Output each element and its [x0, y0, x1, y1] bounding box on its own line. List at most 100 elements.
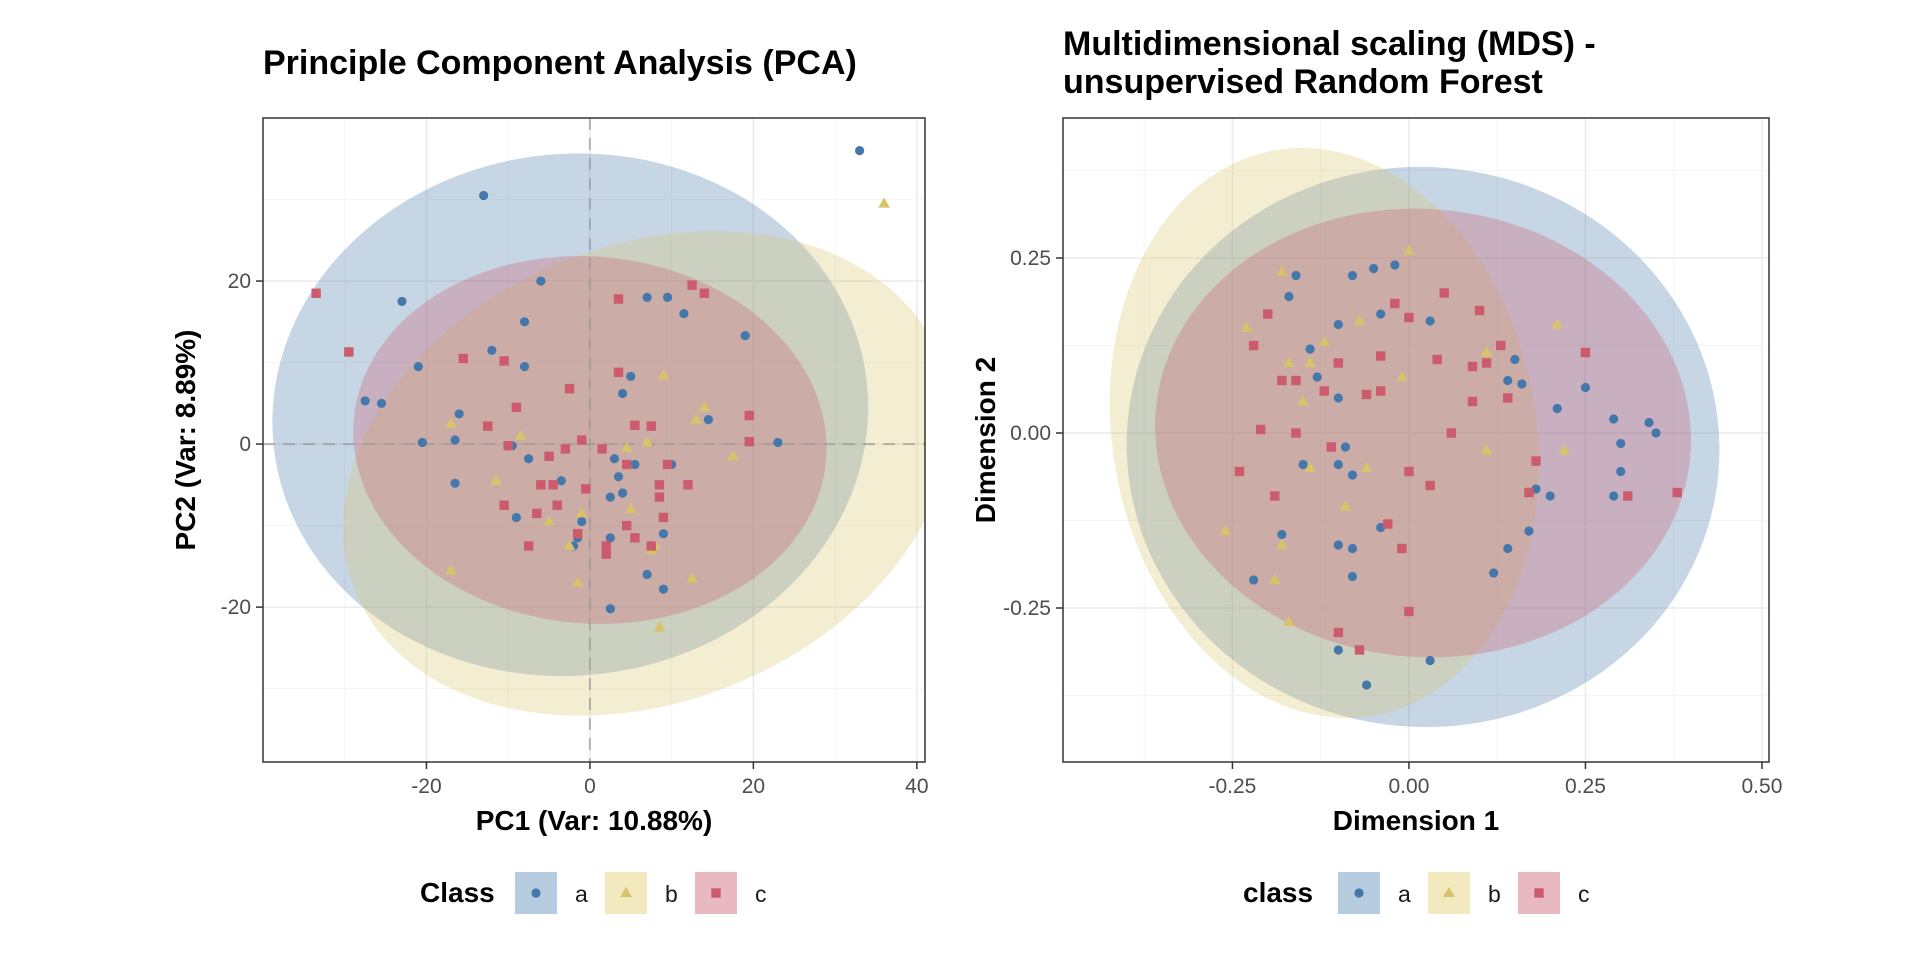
point-c	[601, 541, 611, 551]
point-a	[1347, 270, 1358, 281]
point-a	[618, 388, 628, 399]
panel-1: -20 0 20 40 -20 0 20 PC1 (Var: 10.88%) PC2 (Var:…	[170, 44, 929, 914]
point-b	[620, 441, 633, 453]
point-a	[1369, 263, 1379, 274]
point-a	[609, 454, 620, 464]
point-c	[699, 288, 710, 298]
point-b	[624, 503, 637, 514]
ellipse-class-b	[1109, 147, 1539, 719]
point-b	[1268, 573, 1281, 585]
point-c	[577, 435, 587, 445]
point-a	[1489, 568, 1499, 578]
point-c	[654, 480, 665, 490]
point-a	[524, 454, 534, 464]
point-a	[1333, 540, 1343, 550]
point-c	[1376, 386, 1386, 396]
point-a	[703, 415, 714, 425]
grid	[263, 118, 925, 762]
legend-label-b: b	[1488, 881, 1501, 907]
point-b	[445, 417, 457, 428]
point-a	[1425, 316, 1435, 326]
point-a	[1277, 529, 1287, 540]
point-c	[621, 520, 632, 531]
point-c	[548, 480, 558, 490]
point-b	[1551, 318, 1564, 329]
legend-key-b: b	[1428, 872, 1501, 914]
grid	[1063, 118, 1769, 762]
point-b	[1395, 370, 1408, 382]
point-b	[657, 369, 670, 380]
point-a	[1249, 575, 1259, 585]
point-b	[563, 539, 576, 551]
legend-marker-a	[531, 888, 541, 898]
point-a	[679, 309, 689, 319]
point-c	[581, 484, 591, 494]
x-tick-label: -0.25	[1209, 775, 1257, 798]
point-c	[552, 500, 562, 510]
point-c	[1326, 442, 1336, 452]
point-a	[1284, 291, 1294, 302]
point-c	[1333, 358, 1344, 368]
legend-key-a: a	[515, 872, 588, 914]
point-c	[499, 356, 509, 366]
point-b	[1558, 444, 1571, 455]
legend-marker-c	[711, 888, 721, 898]
point-c	[1270, 491, 1280, 501]
point-c	[1277, 375, 1287, 386]
point-b	[575, 507, 588, 518]
point-a	[1291, 270, 1301, 281]
point-b	[543, 515, 555, 526]
point-c	[1383, 519, 1393, 529]
legend-key-a: a	[1338, 872, 1411, 914]
legend-title: class	[1243, 877, 1313, 908]
chart-title: Multidimensional scaling (MDS) -	[1063, 25, 1596, 63]
point-c	[1248, 340, 1259, 351]
y-axis-title: PC2 (Var: 8.89%)	[170, 330, 201, 551]
point-a	[1517, 379, 1527, 389]
x-tick-label: 20	[742, 775, 765, 798]
point-b	[1283, 356, 1295, 368]
point-b	[490, 474, 502, 485]
point-c	[1446, 428, 1456, 438]
legend-label-b: b	[665, 881, 678, 907]
point-a	[1347, 470, 1358, 480]
x-tick-label: 0	[584, 775, 596, 798]
y-tick-label: 20	[228, 270, 251, 293]
point-a	[1425, 655, 1435, 666]
point-a	[536, 276, 546, 286]
point-c	[1481, 358, 1492, 368]
point-a	[658, 584, 669, 594]
point-a	[630, 459, 640, 470]
point-c	[1467, 396, 1478, 407]
point-c	[1404, 312, 1414, 323]
point-a	[1298, 459, 1308, 470]
point-a	[1552, 403, 1562, 414]
point-c	[1291, 375, 1301, 386]
point-a	[1503, 375, 1513, 386]
point-c	[1672, 487, 1682, 498]
point-c	[683, 480, 693, 490]
legend-key-b: b	[605, 872, 678, 914]
series-c	[1234, 288, 1682, 655]
point-a	[658, 529, 669, 539]
chart-title: unsupervised Random Forest	[1063, 63, 1543, 101]
point-c	[523, 541, 534, 551]
point-c	[630, 420, 640, 431]
point-a	[397, 296, 407, 307]
ellipse-class-a	[272, 153, 869, 677]
point-c	[1474, 305, 1485, 316]
point-a	[605, 533, 615, 543]
point-a	[1524, 526, 1534, 536]
point-b	[1219, 524, 1232, 536]
point-b	[641, 436, 654, 447]
y-axis-title: Dimension 2	[970, 357, 1001, 523]
point-a	[605, 604, 615, 614]
point-c	[1404, 466, 1414, 477]
point-c	[544, 451, 554, 462]
point-a	[1644, 417, 1654, 428]
legend-key-c: c	[695, 872, 767, 914]
point-a	[740, 331, 750, 341]
point-b	[686, 572, 698, 583]
point-c	[344, 347, 354, 357]
